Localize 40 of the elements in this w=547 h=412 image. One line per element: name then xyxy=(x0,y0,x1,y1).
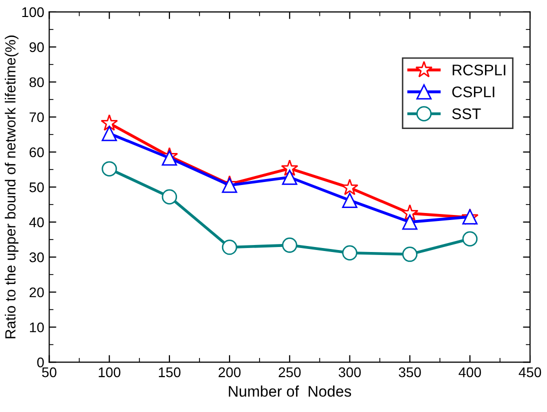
x-tick-label: 400 xyxy=(458,367,481,378)
point xyxy=(162,189,178,204)
point xyxy=(100,114,118,131)
point xyxy=(162,150,178,166)
y-tick-label: 60 xyxy=(30,147,44,158)
x-tick-label: 200 xyxy=(218,367,241,378)
y-tick-label: 10 xyxy=(30,322,44,332)
point xyxy=(281,159,298,176)
legend-label: SST xyxy=(452,108,481,120)
y-tick-label: 40 xyxy=(29,217,44,228)
point xyxy=(342,245,358,261)
x-tick-label: 50 xyxy=(42,367,56,378)
point xyxy=(222,240,238,255)
y-tick-label: 50 xyxy=(29,182,44,192)
point xyxy=(282,238,298,253)
point xyxy=(462,231,478,247)
x-tick-label: 350 xyxy=(398,367,421,378)
y-axis-title: Ratio to the upper bound of network lifetime(%) xyxy=(4,36,18,338)
point xyxy=(342,192,358,208)
x-tick-label: 300 xyxy=(338,367,361,378)
y-tick-label: 70 xyxy=(30,112,44,122)
legend-label: RCSPLI xyxy=(452,64,506,76)
x-tick-label: 250 xyxy=(278,367,301,378)
x-tick-label: 100 xyxy=(98,367,120,378)
point xyxy=(102,161,117,176)
y-tick-label: 90 xyxy=(30,42,44,52)
x-tick-label: 150 xyxy=(158,367,180,378)
y-tick-label: 0 xyxy=(37,357,44,368)
point xyxy=(402,214,418,230)
point xyxy=(102,126,117,142)
x-tick-label: 450 xyxy=(518,367,542,378)
y-tick-label: 30 xyxy=(29,252,44,262)
point xyxy=(341,178,358,196)
y-tick-label: 20 xyxy=(30,287,44,298)
point xyxy=(282,170,298,185)
point xyxy=(402,246,418,262)
legend-label: CSPLI xyxy=(452,86,494,98)
y-tick-label: 100 xyxy=(22,7,44,18)
y-tick-label: 80 xyxy=(30,77,44,88)
x-axis-title: Number of Nodes xyxy=(228,386,352,397)
